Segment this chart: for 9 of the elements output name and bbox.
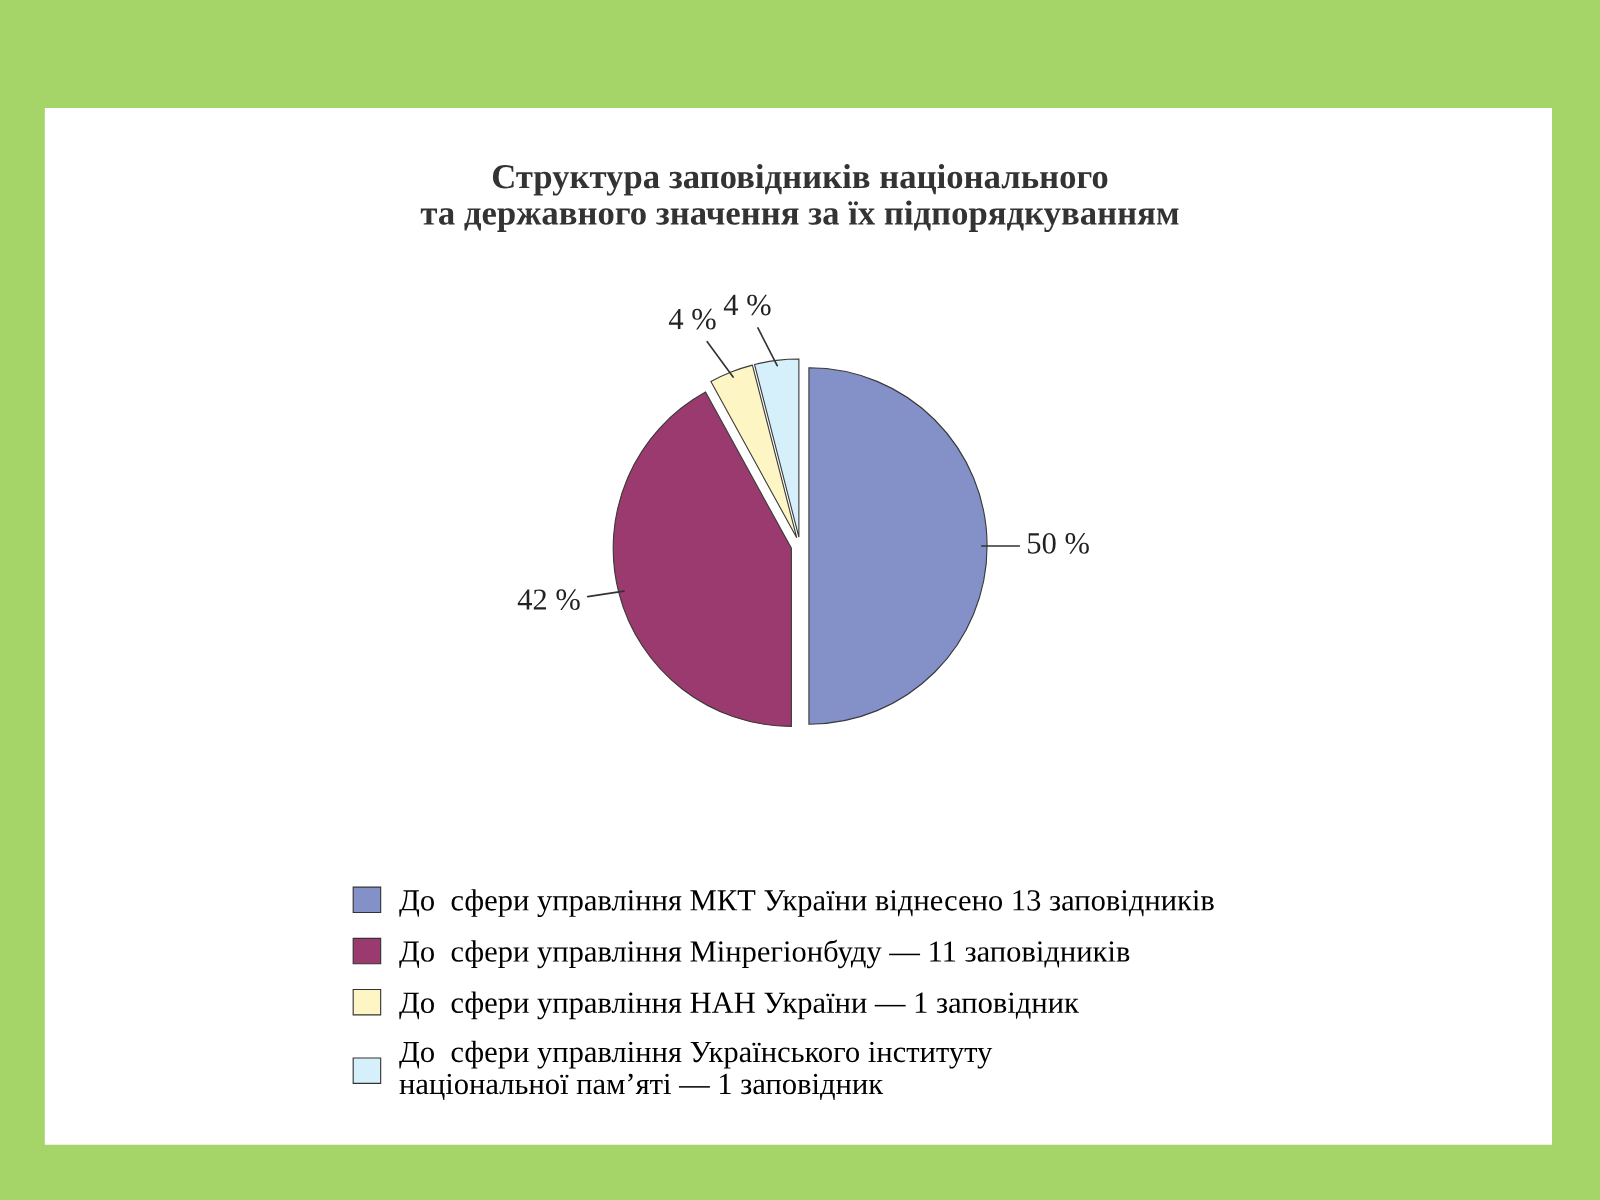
legend-label: До сфери управління Українського інституту національної пам’яті — 1 заповідник xyxy=(399,1040,993,1100)
data-label: 50 % xyxy=(1028,533,1089,554)
chart-title: Структура заповідників національного та державного значення за їх підпорядкуванням xyxy=(420,164,1179,232)
data-label: 42 % xyxy=(517,589,580,611)
data-label: 4 % xyxy=(668,308,716,330)
data-label: 4 % xyxy=(723,294,771,316)
legend-label: До сфери управління Мінрегіонбуду — 11 заповідників xyxy=(399,939,1130,969)
legend-label: До сфери управління НАН України — 1 заповідник xyxy=(399,991,1079,1020)
legend-label: До сфери управління МКТ України віднесено 13 заповідників xyxy=(399,889,1214,917)
